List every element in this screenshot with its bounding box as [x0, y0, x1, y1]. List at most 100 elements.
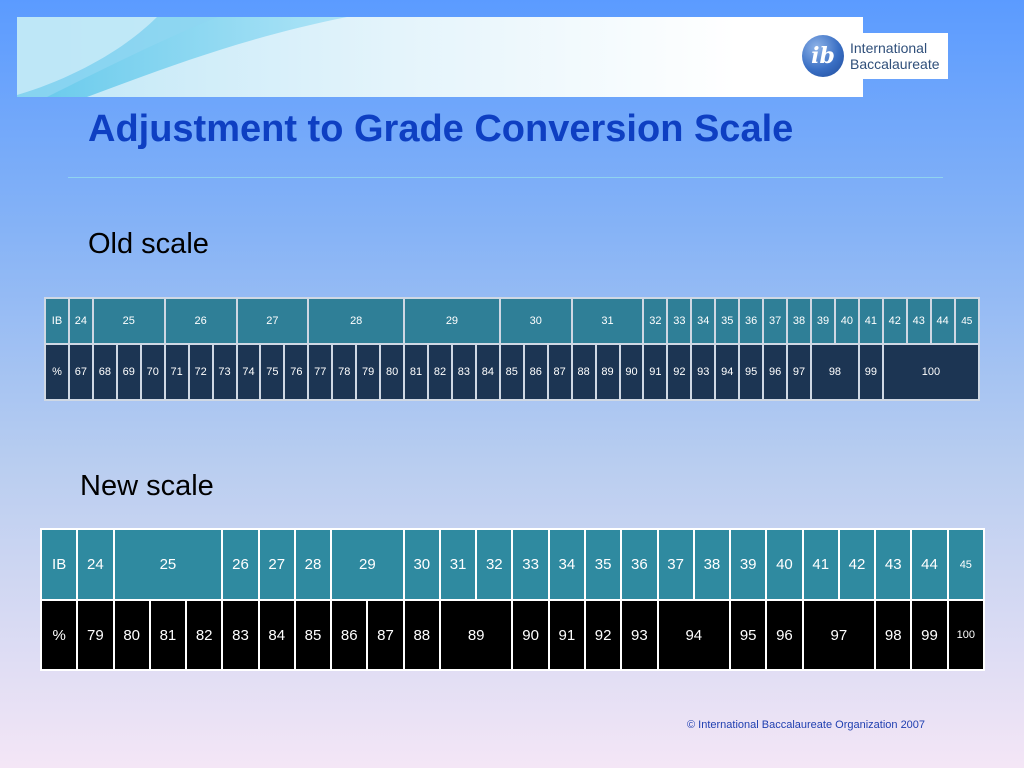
percent-cell: 95 [738, 343, 765, 401]
percent-cell: 74 [235, 343, 262, 401]
percent-cell: 67 [67, 343, 94, 401]
percent-cell: 89 [438, 599, 514, 671]
old-ib-row: IB 24 25 26 27 28 29 30 31 32 33 34 35 36 37 38 39 40 41 42… [44, 297, 981, 345]
ib-score-cell: 37 [762, 297, 789, 345]
ib-score-cell: 43 [905, 297, 932, 345]
percent-cell: 100 [946, 599, 986, 671]
ib-score-cell: 26 [221, 528, 260, 601]
ib-score-cell: 42 [881, 297, 908, 345]
title-divider [68, 177, 943, 178]
percent-cell: 89 [594, 343, 621, 401]
percent-cell: 82 [427, 343, 453, 401]
percent-cell: 92 [583, 599, 623, 671]
new-ib-row: IB 24 25 26 27 28 29 30 31 32 33 34 35 36 37 38 39 40 41 42… [39, 528, 986, 601]
percent-cell: 77 [307, 343, 334, 401]
percent-cell: % [44, 343, 70, 401]
ib-score-cell: 32 [475, 528, 514, 601]
ib-score-cell: 31 [438, 528, 478, 601]
percent-cell: 99 [857, 343, 884, 401]
banner-swoosh [17, 17, 347, 97]
ib-score-cell: 29 [403, 297, 501, 345]
percent-cell: 84 [474, 343, 501, 401]
ib-score-cell: 31 [570, 297, 645, 345]
percent-cell: 98 [874, 599, 913, 671]
percent-cell: 75 [259, 343, 286, 401]
percent-cell: 91 [547, 599, 586, 671]
ib-score-cell: IB [44, 297, 70, 345]
ib-score-cell: 29 [330, 528, 405, 601]
ib-score-cell: 39 [729, 528, 768, 601]
logo-line-1: International [850, 40, 928, 56]
ib-score-cell: 43 [874, 528, 913, 601]
logo-line-2: Baccalaureate [850, 56, 940, 72]
percent-cell: 100 [881, 343, 981, 401]
ib-score-cell: 34 [547, 528, 586, 601]
ib-score-cell: 34 [690, 297, 717, 345]
ib-score-cell: 27 [257, 528, 296, 601]
ib-score-cell: 41 [801, 528, 840, 601]
ib-score-cell: 38 [786, 297, 812, 345]
percent-cell: 91 [642, 343, 669, 401]
percent-cell: 87 [366, 599, 405, 671]
percent-cell: 90 [618, 343, 645, 401]
percent-cell: % [39, 599, 79, 671]
percent-cell: 80 [112, 599, 151, 671]
ib-score-cell: 33 [511, 528, 550, 601]
percent-cell: 70 [139, 343, 166, 401]
new-scale-table: IB 24 25 26 27 28 29 30 31 32 33 34 35 36 37 38 39 40 41 42… [39, 528, 986, 671]
ib-score-cell: 27 [235, 297, 310, 345]
ib-score-cell: 30 [402, 528, 441, 601]
ib-logo-glyph: ib [811, 43, 835, 69]
ib-score-cell: 39 [810, 297, 836, 345]
percent-cell: 82 [185, 599, 224, 671]
ib-logo: ib International Baccalaureate [800, 33, 948, 79]
ib-score-cell: 45 [953, 297, 981, 345]
percent-cell: 88 [402, 599, 441, 671]
ib-logo-icon: ib [802, 35, 844, 77]
percent-cell: 76 [283, 343, 310, 401]
percent-cell: 81 [148, 599, 188, 671]
percent-cell: 93 [690, 343, 717, 401]
percent-cell: 88 [570, 343, 597, 401]
percent-cell: 94 [656, 599, 732, 671]
percent-cell: 84 [257, 599, 296, 671]
percent-cell: 83 [450, 343, 477, 401]
percent-cell: 93 [620, 599, 659, 671]
ib-score-cell: 42 [837, 528, 877, 601]
percent-cell: 92 [666, 343, 693, 401]
ib-score-cell: 40 [765, 528, 804, 601]
percent-cell: 68 [91, 343, 118, 401]
ib-score-cell: 36 [620, 528, 659, 601]
ib-score-cell: 24 [67, 297, 94, 345]
ib-score-cell: 24 [76, 528, 115, 601]
old-scale-label: Old scale [88, 228, 209, 260]
old-scale-table: IB 24 25 26 27 28 29 30 31 32 33 34 35 36 37 38 39 40 41 42… [44, 297, 981, 401]
percent-cell: 96 [765, 599, 804, 671]
ib-score-cell: 32 [642, 297, 669, 345]
percent-cell: 72 [187, 343, 214, 401]
percent-cell: 96 [762, 343, 789, 401]
ib-score-cell: 26 [163, 297, 238, 345]
ib-score-cell: 45 [946, 528, 986, 601]
ib-score-cell: IB [39, 528, 79, 601]
ib-score-cell: 37 [656, 528, 695, 601]
ib-score-cell: 44 [910, 528, 949, 601]
ib-score-cell: 38 [692, 528, 732, 601]
ib-score-cell: 41 [857, 297, 884, 345]
ib-score-cell: 30 [498, 297, 573, 345]
ib-score-cell: 35 [583, 528, 623, 601]
slide-title: Adjustment to Grade Conversion Scale [88, 108, 794, 150]
header-banner [17, 17, 863, 97]
percent-cell: 79 [76, 599, 115, 671]
ib-score-cell: 36 [738, 297, 765, 345]
ib-score-cell: 28 [307, 297, 406, 345]
percent-cell: 99 [910, 599, 949, 671]
new-scale-label: New scale [80, 470, 214, 502]
ib-score-cell: 44 [929, 297, 956, 345]
percent-cell: 95 [729, 599, 768, 671]
ib-score-cell: 25 [91, 297, 166, 345]
percent-cell: 86 [522, 343, 549, 401]
ib-logo-text: International Baccalaureate [850, 40, 940, 72]
percent-cell: 80 [379, 343, 406, 401]
percent-cell: 73 [211, 343, 238, 401]
